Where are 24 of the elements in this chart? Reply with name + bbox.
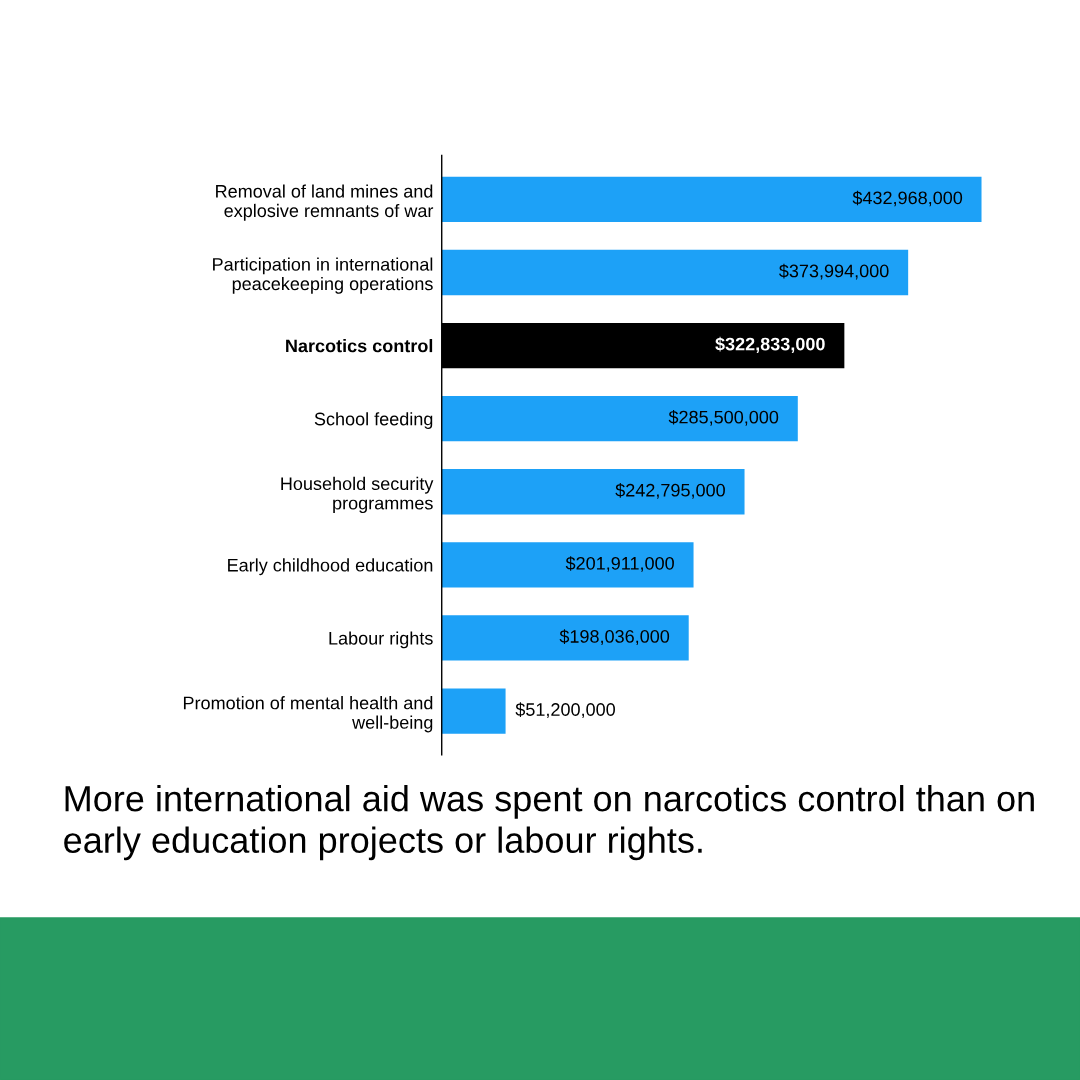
data-label: $432,968,000 xyxy=(852,190,963,207)
data-label: $201,911,000 xyxy=(565,556,674,572)
data-label: $51,200,000 xyxy=(515,702,615,719)
data-label: $242,795,000 xyxy=(615,483,725,499)
y-tick-label: Household security programmes xyxy=(281,476,434,514)
y-tick-label: Participation in international peacekeeping operations xyxy=(213,257,433,294)
data-label: $285,500,000 xyxy=(668,409,779,426)
text: More international aid was spent on narcotics control than on early education projects or labour rights. xyxy=(64,785,1034,861)
data-label: $198,036,000 xyxy=(559,629,670,645)
bar xyxy=(441,176,982,223)
y-tick-label: Early childhood education xyxy=(228,558,433,576)
y-tick-label: School feeding xyxy=(314,412,433,429)
bar xyxy=(441,249,909,296)
y-tick-label: Promotion of mental health and well-being xyxy=(183,696,433,733)
y-tick-label: Labour rights xyxy=(329,631,433,649)
data-label: $322,833,000 xyxy=(715,336,825,354)
data-label: $373,994,000 xyxy=(779,263,889,280)
bar xyxy=(441,688,506,734)
y-tick-label: Removal of land mines and explosive remnants of war xyxy=(216,184,434,221)
bar xyxy=(441,396,798,442)
bar xyxy=(441,469,745,515)
bar xyxy=(441,542,694,588)
bar xyxy=(441,615,689,661)
y-tick-label: Narcotics control xyxy=(286,339,433,353)
